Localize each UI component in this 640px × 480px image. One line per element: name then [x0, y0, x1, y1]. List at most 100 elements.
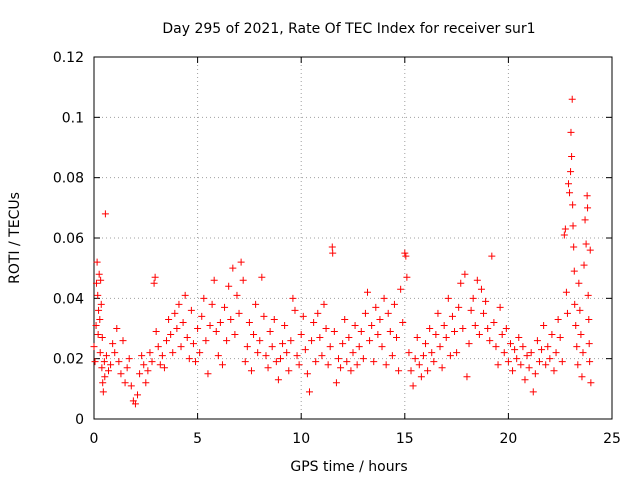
data-point: [223, 337, 231, 345]
data-point: [576, 306, 584, 314]
data-point: [529, 388, 537, 396]
data-point: [210, 276, 218, 284]
data-point: [258, 273, 266, 281]
data-point: [119, 337, 127, 345]
x-tick-label: 25: [603, 431, 621, 447]
data-point: [584, 204, 592, 212]
data-point: [152, 328, 160, 336]
data-point: [446, 352, 454, 360]
axis-ticks: 0 5 10 15 20 25 0 0.02 0.04 0.06 0.08 0.1 0.12: [53, 50, 621, 447]
data-point: [245, 318, 253, 326]
data-point: [488, 252, 496, 260]
data-point: [241, 358, 249, 366]
data-point: [148, 358, 156, 366]
data-point: [500, 349, 508, 357]
data-point: [339, 340, 347, 348]
y-tick-label: 0.06: [53, 231, 84, 247]
data-point: [270, 315, 278, 323]
data-point: [374, 331, 382, 339]
data-point: [463, 373, 471, 381]
data-point: [554, 315, 562, 323]
data-point: [134, 391, 142, 399]
y-tick-label: 0: [75, 412, 84, 428]
data-point: [567, 168, 575, 176]
data-point: [146, 349, 154, 357]
data-point: [235, 309, 243, 317]
data-point: [276, 355, 284, 363]
data-point: [92, 279, 100, 287]
data-point: [183, 334, 191, 342]
data-point: [566, 189, 574, 197]
data-point: [552, 349, 560, 357]
data-point: [260, 312, 268, 320]
y-tick-label: 0.12: [53, 50, 84, 66]
data-point: [527, 349, 535, 357]
data-point: [349, 349, 357, 357]
data-point: [560, 231, 568, 239]
data-point: [583, 192, 591, 200]
data-point: [117, 370, 125, 378]
data-point: [403, 273, 411, 281]
data-point: [312, 358, 320, 366]
data-point: [361, 309, 369, 317]
data-point: [525, 364, 533, 372]
data-point: [390, 300, 398, 308]
data-point: [393, 334, 401, 342]
data-point: [320, 300, 328, 308]
data-point: [218, 361, 226, 369]
data-point: [151, 273, 159, 281]
data-point: [467, 306, 475, 314]
data-point: [523, 352, 531, 360]
data-point: [94, 291, 102, 299]
data-point: [407, 367, 415, 375]
data-point: [95, 306, 103, 314]
data-point: [477, 285, 485, 293]
data-point: [181, 291, 189, 299]
data-point: [179, 318, 187, 326]
data-point: [165, 315, 173, 323]
data-point: [378, 343, 386, 351]
data-point: [90, 343, 98, 351]
data-point: [570, 243, 578, 251]
data-point: [185, 355, 193, 363]
data-point: [509, 367, 517, 375]
data-point: [355, 343, 363, 351]
data-point: [563, 309, 571, 317]
data-point: [419, 352, 427, 360]
data-point: [101, 373, 109, 381]
data-point: [138, 352, 146, 360]
data-point: [192, 358, 200, 366]
data-point: [289, 294, 297, 302]
data-point: [97, 300, 105, 308]
data-point: [562, 288, 570, 296]
data-point: [229, 264, 237, 272]
data-point: [99, 388, 107, 396]
data-point: [202, 337, 210, 345]
data-point: [585, 315, 593, 323]
data-point: [247, 367, 255, 375]
data-point: [568, 153, 576, 161]
data-point: [567, 128, 575, 136]
data-point: [581, 216, 589, 224]
data-point: [434, 309, 442, 317]
data-point: [131, 400, 139, 408]
data-point: [357, 328, 365, 336]
data-point: [548, 331, 556, 339]
data-point: [266, 328, 274, 336]
data-point: [579, 349, 587, 357]
data-point: [574, 361, 582, 369]
data-point: [577, 331, 585, 339]
data-point: [167, 331, 175, 339]
data-point: [285, 367, 293, 375]
data-point: [426, 325, 434, 332]
data-point: [471, 321, 479, 329]
data-point: [93, 258, 101, 266]
data-point: [571, 300, 579, 308]
x-tick-label: 20: [499, 431, 517, 447]
data-point: [586, 358, 594, 366]
y-tick-label: 0.08: [53, 171, 84, 187]
data-point: [204, 370, 212, 378]
data-point: [585, 340, 593, 348]
data-point: [92, 321, 100, 329]
data-point: [99, 379, 107, 387]
